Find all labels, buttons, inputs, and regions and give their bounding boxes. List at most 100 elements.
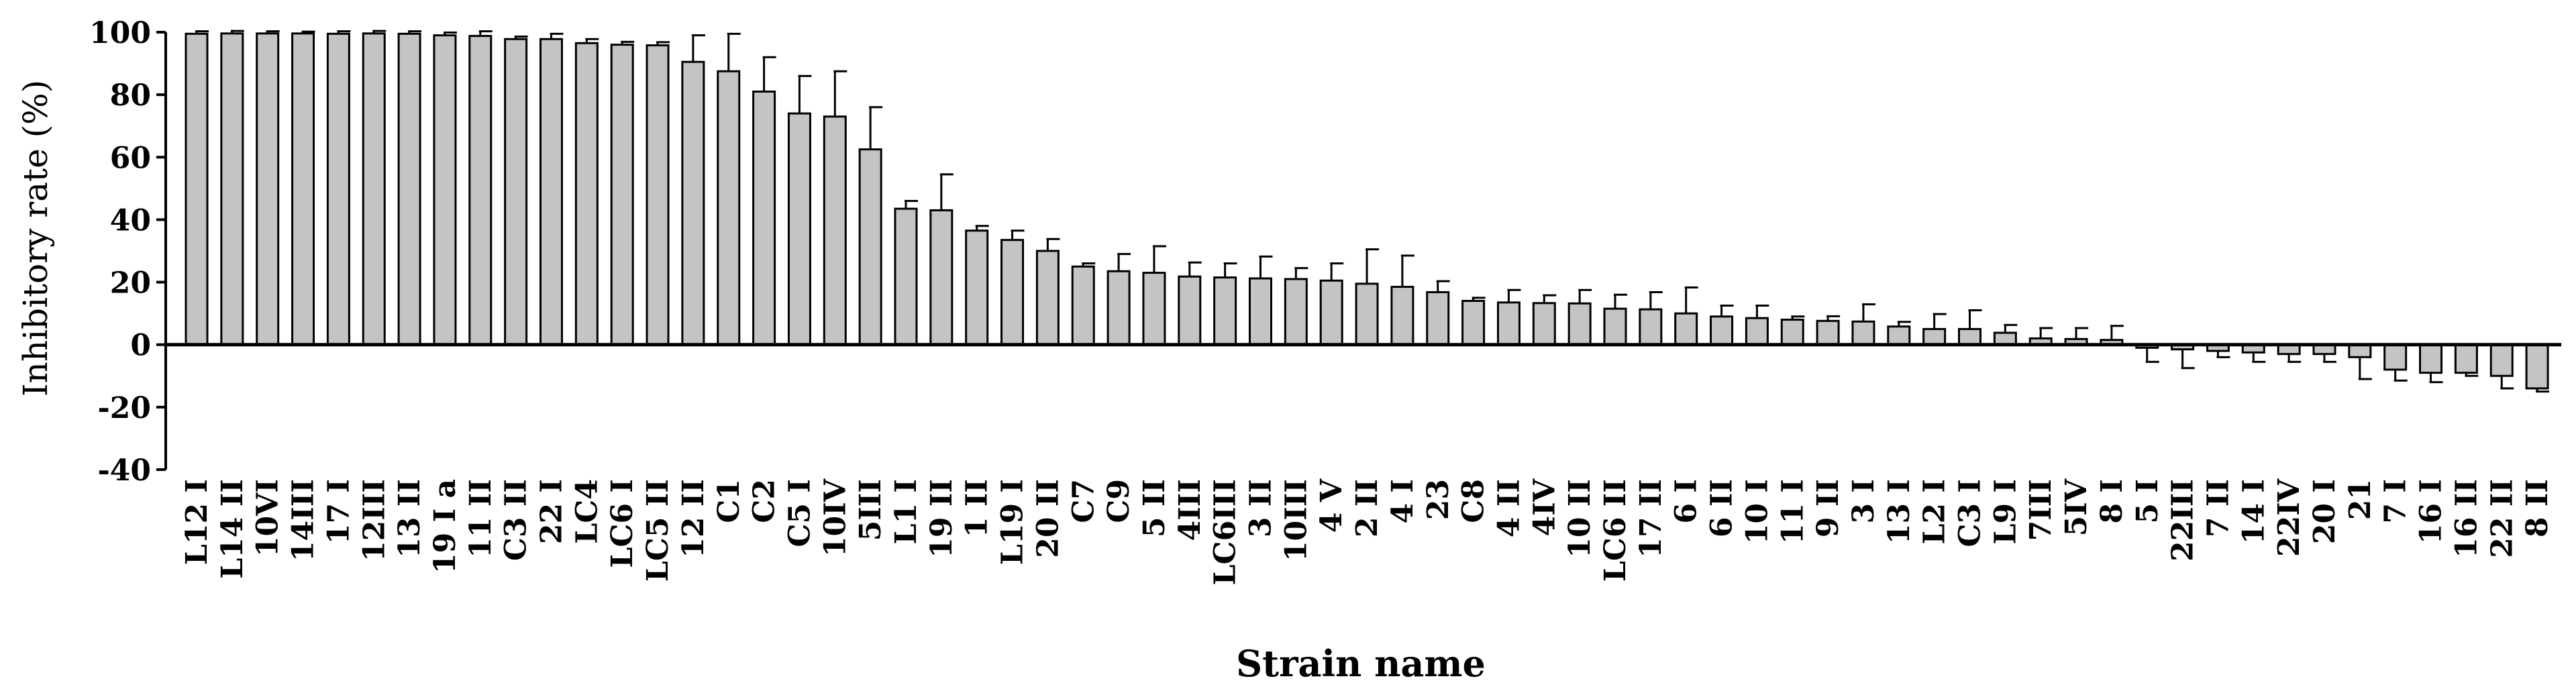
bar (1639, 308, 1663, 346)
category-label: C2 (748, 479, 782, 523)
category-label: L9 I (1988, 479, 2022, 544)
category-label: L1 I (889, 479, 923, 544)
category-label: 8 II (2520, 479, 2555, 537)
bar (2419, 343, 2443, 374)
category-label: 9 II (1811, 479, 1845, 537)
bar (2454, 343, 2478, 374)
bar (1496, 301, 1521, 346)
bar (1035, 250, 1060, 346)
bar (787, 112, 811, 346)
category-label: 17 I (321, 479, 356, 544)
bar (1355, 282, 1379, 346)
category-label: L14 II (215, 479, 250, 579)
category-label: 14 I (2236, 479, 2271, 544)
bar (894, 207, 918, 346)
bar (1000, 239, 1025, 346)
category-label: 4 II (1492, 479, 1526, 537)
category-label: 10III (1279, 479, 1313, 562)
category-label: 13 II (393, 479, 427, 558)
bar (1284, 278, 1308, 346)
category-label: 3 II (1244, 479, 1278, 537)
bar (397, 32, 421, 346)
category-label: 3 I (1847, 479, 1881, 524)
category-label: 12III (357, 479, 391, 562)
category-label: 4III (1173, 479, 1207, 541)
category-label: 11 I (1775, 479, 1810, 544)
bar (1922, 327, 1947, 346)
category-label: 5 II (1137, 479, 1172, 537)
category-label: L12 I (180, 479, 214, 565)
bar (468, 35, 493, 346)
bar (1993, 331, 2017, 346)
category-label: 5 I (2130, 479, 2165, 524)
category-label: 5III (854, 479, 888, 541)
bar (185, 32, 209, 346)
y-tick-label: 60 (110, 141, 151, 175)
category-label: 11 II (464, 479, 498, 558)
category-label: 4 V (1315, 478, 1349, 533)
x-axis-label: Strain name (1236, 642, 1486, 685)
bar (965, 229, 989, 346)
category-label: L2 I (1918, 479, 1952, 544)
bar (1958, 327, 1981, 346)
category-label: C1 (712, 479, 746, 523)
category-label: 10IV (818, 478, 852, 557)
bar (326, 32, 350, 346)
category-label: 22IV (2272, 478, 2306, 557)
bar (823, 115, 847, 346)
bar (1532, 302, 1556, 346)
category-label: C8 (1457, 479, 1491, 523)
category-label: LC6 II (1598, 479, 1633, 582)
category-label: 10VI (251, 479, 285, 557)
bar (574, 42, 599, 346)
bar (2489, 343, 2514, 377)
bar (256, 32, 280, 346)
category-label: 12 II (676, 479, 711, 558)
y-tick-label: 80 (110, 78, 151, 113)
bar (1851, 320, 1875, 346)
bar (646, 44, 670, 346)
category-label: 6 II (1705, 479, 1739, 537)
bar (1710, 315, 1734, 346)
bar (2383, 343, 2408, 371)
category-label: 20 I (2308, 479, 2342, 544)
bar (1674, 312, 1698, 346)
category-label: 7III (2024, 479, 2058, 541)
bar (929, 209, 954, 346)
bar (2525, 343, 2549, 390)
category-label: LC6III (1208, 479, 1243, 585)
category-label: 19 II (925, 479, 959, 558)
category-label: C9 (1102, 479, 1136, 523)
bar (1319, 279, 1343, 346)
bar (1426, 290, 1450, 346)
category-label: 23 (1421, 479, 1455, 520)
category-label: 22 I (535, 479, 569, 544)
category-label: 16 II (2449, 479, 2483, 558)
category-label: 22 II (2485, 479, 2519, 558)
bar (2348, 343, 2372, 358)
category-label: 4 I (1386, 479, 1420, 524)
bar (858, 148, 882, 346)
bar (1390, 286, 1414, 346)
y-axis-label: Inhibitory rate (%) (16, 80, 55, 396)
category-label: C5 I (782, 479, 817, 547)
category-label: 5IV (2059, 478, 2094, 536)
bar (1142, 272, 1166, 346)
bars (185, 32, 2549, 390)
category-label: 16 I (2414, 479, 2449, 544)
bar (220, 32, 244, 346)
category-label: 22III (2166, 479, 2200, 562)
category-label: 21 (2343, 479, 2377, 520)
category-label: L19 I (996, 479, 1030, 565)
category-label: C3 II (499, 479, 533, 561)
category-label: 8 I (2095, 479, 2129, 524)
category-label: 7 I (2379, 479, 2413, 524)
bar (1106, 270, 1131, 346)
category-label: LC5 II (641, 479, 675, 582)
bar (717, 70, 741, 346)
bar (681, 60, 705, 346)
category-label: 14III (287, 479, 321, 562)
bar (1567, 302, 1592, 346)
category-label: 13 I (1882, 479, 1916, 544)
